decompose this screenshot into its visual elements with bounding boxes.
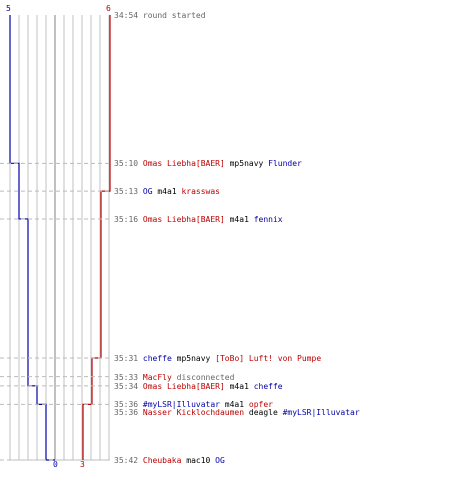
event-row: 35:36 #myLSR|Illuvatar m4a1 opfer	[114, 400, 273, 409]
event-time: 35:13	[114, 187, 143, 197]
event-text-part: #myLSR|Illuvatar	[282, 408, 360, 418]
event-text-part: cheffe	[142, 354, 172, 364]
event-text-part: disconnected	[171, 372, 235, 382]
event-text-part: m4a1	[224, 214, 254, 224]
event-text-part: krasswas	[181, 187, 220, 197]
event-row: 34:54 round started	[114, 11, 206, 20]
event-row: 35:36 Nasser Kicklochdaumen deagle #myLS…	[114, 408, 360, 417]
event-time: 35:36	[114, 408, 143, 418]
blue-start-score: 5	[6, 4, 11, 13]
event-text-part: mp5navy	[224, 159, 269, 169]
event-text-part: m4a1	[152, 187, 182, 197]
event-text-part: OG	[215, 456, 225, 465]
event-time: 35:36	[114, 400, 143, 410]
event-text-part: #myLSR|Illuvatar	[142, 400, 220, 410]
event-row: 35:42 Cheubaka mac10 OG	[114, 456, 225, 465]
event-text-part: Omas Liebha[BAER]	[142, 214, 225, 224]
event-text-part: Omas Liebha[BAER]	[142, 381, 225, 391]
event-row: 35:13 OG m4a1 krasswas	[114, 187, 220, 196]
event-row: 35:16 Omas Liebha[BAER] m4a1 fennix	[114, 215, 283, 224]
event-text-part: m4a1	[219, 400, 249, 410]
event-text-part: deagle	[244, 408, 283, 418]
event-text-part: fennix	[253, 214, 283, 224]
event-text-part: m4a1	[224, 381, 254, 391]
event-text-part: opfer	[248, 400, 273, 410]
event-time: 35:31	[114, 354, 143, 364]
event-time: 35:33	[114, 372, 143, 382]
red-start-score: 6	[106, 4, 111, 13]
event-time: 35:10	[114, 159, 143, 169]
event-text-part: mp5navy	[171, 354, 216, 364]
event-row: 35:34 Omas Liebha[BAER] m4a1 cheffe	[114, 382, 283, 391]
event-text-part: mac10	[181, 456, 216, 465]
event-time: 35:16	[114, 214, 143, 224]
red-end-score: 3	[80, 460, 85, 469]
red-team-score-line	[82, 15, 111, 460]
event-text-part: cheffe	[253, 381, 283, 391]
event-time: 35:42	[114, 456, 143, 465]
event-text-part: Omas Liebha[BAER]	[142, 159, 225, 169]
event-text-part: [ToBo] Luft! von Pumpe	[215, 354, 322, 364]
event-text-part: Cheubaka	[142, 456, 182, 465]
event-text-part: OG	[142, 187, 153, 197]
event-text-part: MacFly	[142, 372, 172, 382]
event-text-part: Flunder	[268, 159, 302, 169]
event-row: 35:33 MacFly disconnected	[114, 373, 234, 382]
event-text-part: round started	[142, 11, 206, 20]
event-row: 35:10 Omas Liebha[BAER] mp5navy Flunder	[114, 159, 302, 168]
event-text-part: Nasser Kicklochdaumen	[142, 408, 245, 418]
event-time: 34:54	[114, 11, 143, 20]
event-time: 35:34	[114, 381, 143, 391]
blue-end-score: 0	[53, 460, 58, 469]
blue-team-score-line	[9, 15, 55, 461]
event-row: 35:31 cheffe mp5navy [ToBo] Luft! von Pu…	[114, 354, 321, 363]
